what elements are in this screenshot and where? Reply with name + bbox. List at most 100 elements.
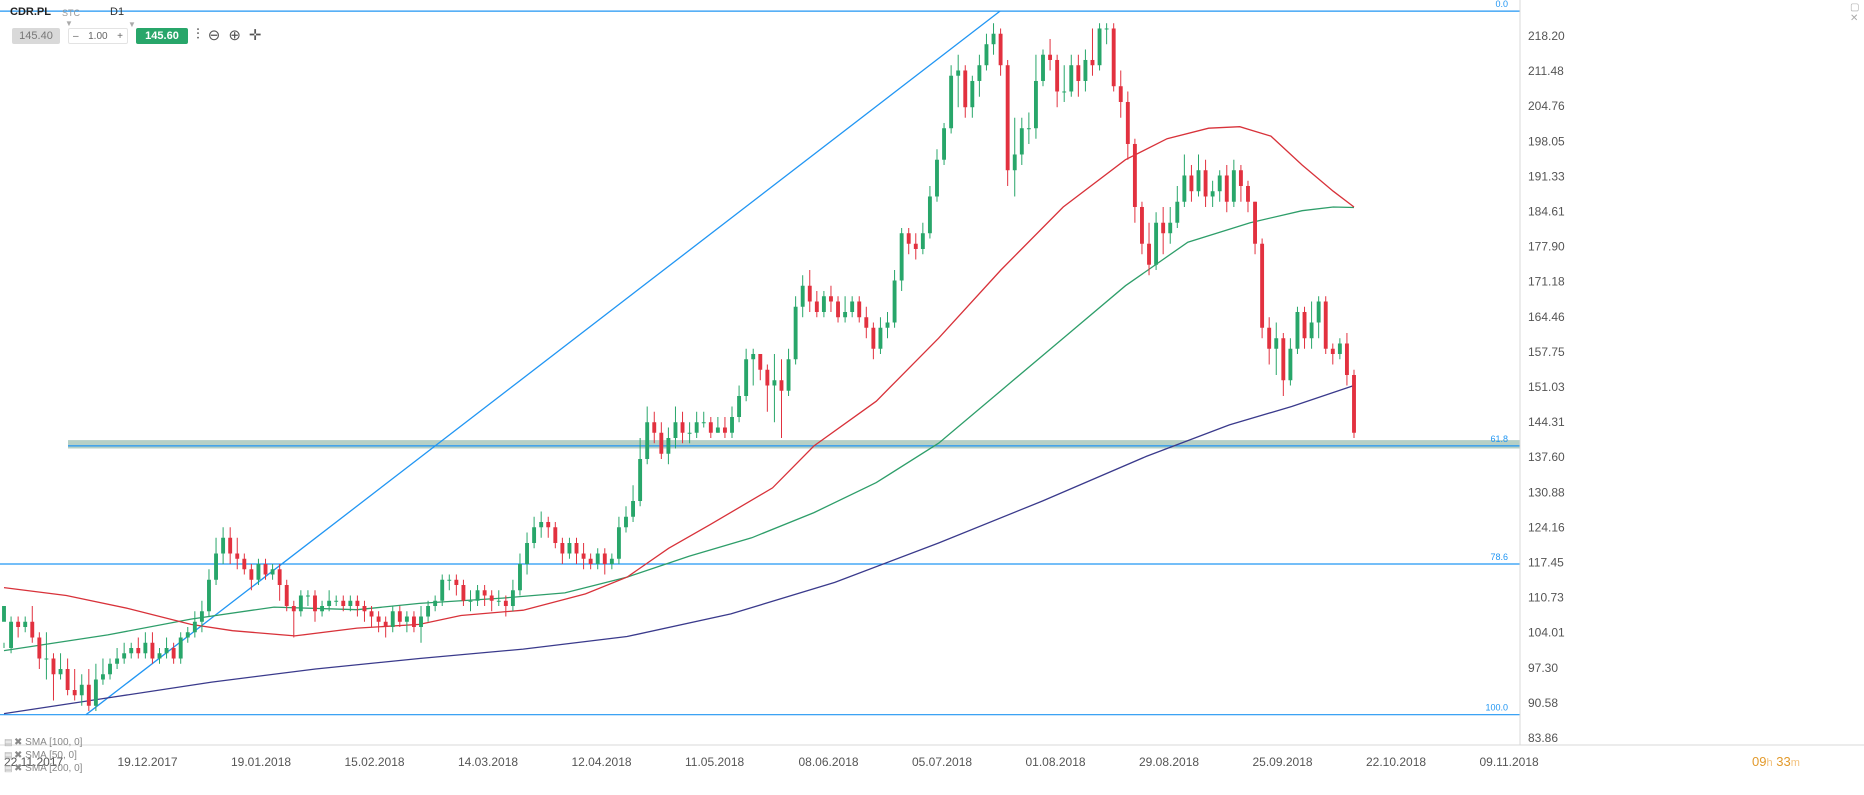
- candle: [143, 632, 148, 659]
- candle-body: [744, 359, 749, 396]
- candle: [242, 553, 247, 575]
- candle-body: [1217, 175, 1222, 192]
- candle: [1274, 322, 1279, 375]
- candle: [1344, 332, 1349, 386]
- candle: [1168, 206, 1173, 244]
- candle-body: [1302, 311, 1307, 339]
- ask-price-button[interactable]: 145.60: [136, 28, 188, 44]
- candle-body: [609, 558, 614, 565]
- candle: [829, 285, 833, 312]
- indicator-sma-200[interactable]: ▤✖ SMA [200, 0]: [4, 762, 82, 775]
- candle: [122, 642, 127, 664]
- candle: [616, 516, 621, 565]
- candle: [270, 564, 275, 580]
- candle-body: [461, 585, 466, 601]
- candle-body: [984, 44, 989, 66]
- candle-body: [525, 543, 529, 565]
- candle: [1062, 65, 1067, 102]
- candle: [475, 585, 480, 607]
- candle: [129, 642, 134, 659]
- candle: [192, 611, 197, 638]
- candle: [249, 564, 254, 591]
- candle-body: [369, 611, 374, 617]
- candles-type-icon[interactable]: ⫶: [196, 26, 200, 43]
- candle: [1076, 54, 1081, 97]
- timeframe-select[interactable]: D1▼: [110, 6, 136, 30]
- candle-body: [1295, 311, 1300, 349]
- candle: [390, 606, 395, 633]
- zoom-in-icon[interactable]: ⊕: [228, 27, 241, 44]
- candle: [970, 75, 975, 118]
- candle: [1182, 154, 1187, 207]
- lot-decrease-button[interactable]: –: [73, 31, 79, 42]
- y-tick-label: 157.75: [1528, 345, 1565, 359]
- candle: [369, 606, 374, 628]
- candle-body: [730, 416, 734, 433]
- candle: [510, 579, 515, 612]
- candle-body: [532, 527, 537, 544]
- y-tick-label: 110.73: [1528, 591, 1564, 605]
- candle: [850, 296, 855, 318]
- candle: [1019, 117, 1024, 165]
- candle: [666, 427, 671, 465]
- candle-body: [355, 600, 360, 607]
- candle-body: [1344, 343, 1349, 375]
- candle-body: [454, 579, 459, 586]
- candle: [1161, 206, 1166, 255]
- symbol-label[interactable]: CDR.PL: [10, 6, 51, 18]
- candle: [426, 600, 431, 622]
- fib-level-label: 100.0: [1485, 703, 1508, 713]
- zoom-out-icon[interactable]: ⊖: [207, 27, 221, 44]
- axes-layer: 218.20 211.48 204.76 198.05 191.33 184.61 177.…: [0, 0, 1864, 769]
- candle: [1026, 112, 1031, 144]
- close-panel-icon[interactable]: ▢ ✕: [1850, 2, 1860, 24]
- candle-body: [857, 301, 862, 318]
- candle: [101, 658, 105, 685]
- candle: [136, 637, 141, 659]
- sma-layer: [3, 126, 1355, 715]
- candle-body: [101, 674, 105, 680]
- bid-price-button[interactable]: 145.40: [12, 28, 60, 44]
- candle-body: [942, 128, 946, 160]
- candle: [652, 411, 657, 444]
- candle-body: [1140, 206, 1144, 244]
- candle: [935, 149, 939, 202]
- candle-body: [1132, 143, 1137, 207]
- candle: [362, 600, 367, 622]
- support-zone-layer: [68, 440, 1520, 449]
- candle-body: [864, 317, 869, 328]
- candle: [355, 595, 360, 617]
- indicator-sma-50[interactable]: ▤✖ SMA [50, 0]: [4, 749, 82, 762]
- candle: [164, 637, 169, 659]
- candle: [1224, 164, 1229, 213]
- crosshair-icon[interactable]: ✛: [248, 27, 262, 44]
- candle-body: [1337, 343, 1342, 354]
- indicator-sma-100[interactable]: ▤✖ SMA [100, 0]: [4, 736, 82, 749]
- candle: [1203, 159, 1208, 207]
- candle-body: [1224, 175, 1229, 202]
- symbol-type[interactable]: STC▼: [62, 8, 80, 28]
- candle-body: [93, 679, 98, 706]
- candle: [37, 632, 42, 670]
- lot-value[interactable]: 1.00: [88, 31, 108, 42]
- candle: [72, 669, 77, 701]
- candle-body: [581, 553, 586, 559]
- candle-body: [892, 280, 897, 323]
- candle-body: [906, 233, 911, 244]
- candle-body: [624, 516, 628, 528]
- settings-icon: ▤: [4, 737, 13, 747]
- candle: [383, 616, 388, 638]
- candle: [624, 506, 628, 533]
- candle: [1118, 70, 1123, 118]
- candle: [1231, 159, 1236, 207]
- candle: [461, 579, 466, 607]
- candle-body: [553, 527, 558, 544]
- candle: [885, 311, 890, 339]
- lot-size-stepper[interactable]: – 1.00 +: [68, 28, 128, 44]
- candle-body: [1231, 170, 1236, 202]
- candle: [942, 122, 946, 165]
- candle: [899, 227, 904, 291]
- lot-increase-button[interactable]: +: [117, 31, 123, 42]
- candle-body: [51, 658, 56, 675]
